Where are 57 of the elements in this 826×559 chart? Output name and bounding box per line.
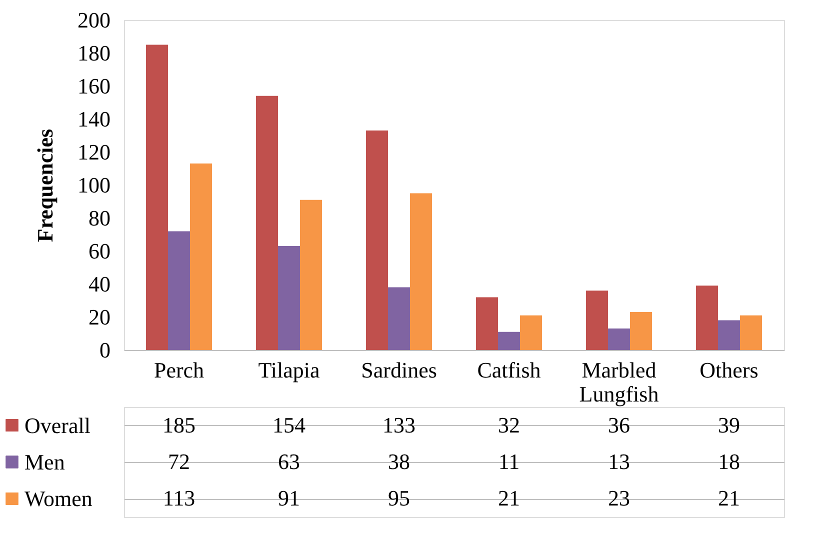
- bar: [388, 287, 410, 350]
- y-tick-label: 200: [78, 8, 110, 32]
- legend-label: Men: [24, 450, 65, 474]
- bar: [718, 320, 740, 350]
- data-label: 18: [718, 449, 740, 474]
- y-tick-label: 40: [88, 272, 110, 296]
- data-label: 39: [718, 412, 740, 438]
- data-label: 23: [608, 486, 630, 511]
- bar: [278, 246, 300, 350]
- y-tick-label: 0: [100, 338, 110, 362]
- data-label: 95: [388, 486, 410, 511]
- bar: [586, 290, 608, 350]
- data-label: 13: [608, 449, 630, 474]
- x-tick-label: Tilapia: [258, 358, 320, 382]
- data-label: 91: [278, 486, 300, 511]
- x-tick-label: Catfish: [477, 358, 541, 382]
- bar: [498, 332, 520, 350]
- data-label: 185: [162, 412, 196, 438]
- bar: [740, 315, 762, 350]
- data-label: 21: [498, 486, 520, 511]
- legend-label: Women: [24, 486, 92, 512]
- data-label: 154: [272, 412, 306, 438]
- data-label: 36: [608, 412, 630, 438]
- x-tick-label: Perch: [154, 358, 204, 382]
- y-tick-label: 80: [88, 206, 110, 230]
- x-tick-label: Marbled Lungfish: [579, 358, 659, 406]
- y-axis-title: Frequencies: [32, 128, 58, 242]
- bar: [696, 286, 718, 350]
- bar: [410, 193, 432, 350]
- bar: [630, 312, 652, 350]
- data-label: 11: [498, 449, 520, 474]
- y-tick-label: 100: [78, 172, 110, 198]
- y-tick-label: 120: [78, 140, 110, 164]
- data-label: 38: [388, 449, 410, 474]
- bar: [168, 231, 190, 350]
- bar: [520, 315, 542, 350]
- bar: [146, 44, 168, 350]
- y-tick-label: 60: [88, 238, 110, 264]
- y-tick-label: 180: [78, 40, 110, 66]
- data-label: 72: [168, 449, 190, 474]
- x-tick-label: Sardines: [361, 358, 437, 382]
- bar: [256, 96, 278, 350]
- bar: [300, 200, 322, 350]
- bar: [190, 164, 212, 350]
- data-label: 32: [498, 412, 520, 438]
- y-tick-label: 160: [78, 74, 110, 98]
- data-label: 133: [382, 412, 416, 438]
- data-label: 21: [718, 486, 740, 511]
- bar: [366, 130, 388, 350]
- y-tick-label: 20: [88, 304, 110, 330]
- data-label: 63: [278, 449, 300, 474]
- legend-label: Overall: [24, 412, 90, 438]
- x-tick-label: Others: [700, 358, 758, 382]
- bar: [476, 297, 498, 350]
- y-tick-label: 140: [78, 106, 110, 132]
- data-label: 113: [162, 486, 196, 511]
- bar: [608, 328, 630, 350]
